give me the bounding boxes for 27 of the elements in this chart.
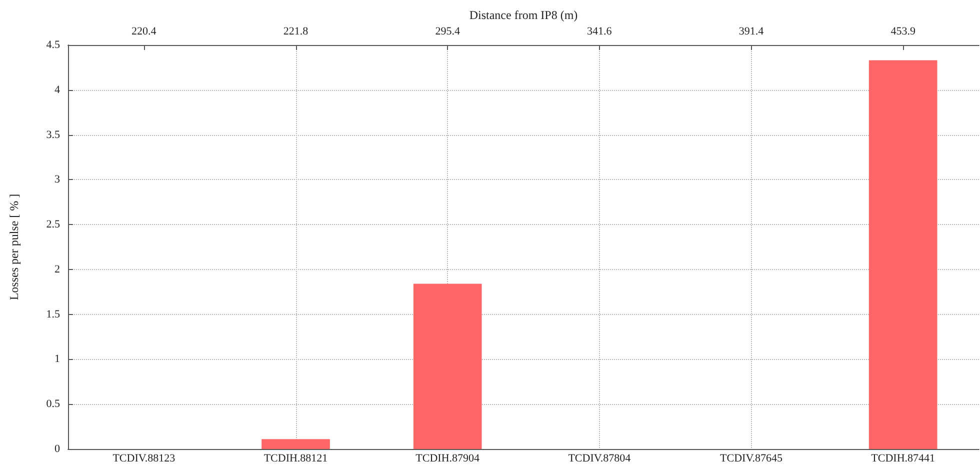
annotation: 221.8: [283, 26, 309, 38]
x-tick-label: TCDIH.87441: [871, 452, 936, 464]
y-axis-title: Losses per pulse [ % ]: [7, 194, 21, 300]
y-tick-label: 1: [54, 353, 60, 366]
bar: [413, 284, 482, 449]
y-tick-label: 3: [54, 174, 60, 186]
x-tick-label: TCDIH.88121: [264, 452, 328, 464]
x-tick-label: TCDIV.88123: [112, 452, 176, 464]
y-tick-label: 4.5: [46, 39, 60, 51]
bar: [868, 60, 938, 449]
y-tick-label: 2: [54, 263, 60, 276]
annotation: 220.4: [132, 26, 157, 38]
x-tick-label: TCDIV.87804: [568, 452, 632, 464]
annotation: 295.4: [435, 26, 460, 38]
annotation: 391.4: [738, 26, 764, 38]
y-tick-label: 3.5: [46, 128, 60, 141]
x-tick-label: TCDIV.87645: [720, 452, 783, 464]
x-tick-label: TCDIH.87904: [416, 452, 480, 464]
y-tick-label: 1.5: [46, 308, 60, 320]
y-tick-label: 4: [54, 84, 60, 96]
annotation: 341.6: [587, 26, 612, 38]
y-tick-label: 2.5: [46, 218, 60, 231]
y-tick-label: 0: [54, 443, 60, 455]
annotation: 453.9: [890, 26, 916, 38]
bar: [262, 439, 330, 449]
x2-axis-title: Distance from IP8 (m): [469, 8, 578, 22]
y-tick-label: 0.5: [46, 398, 60, 410]
